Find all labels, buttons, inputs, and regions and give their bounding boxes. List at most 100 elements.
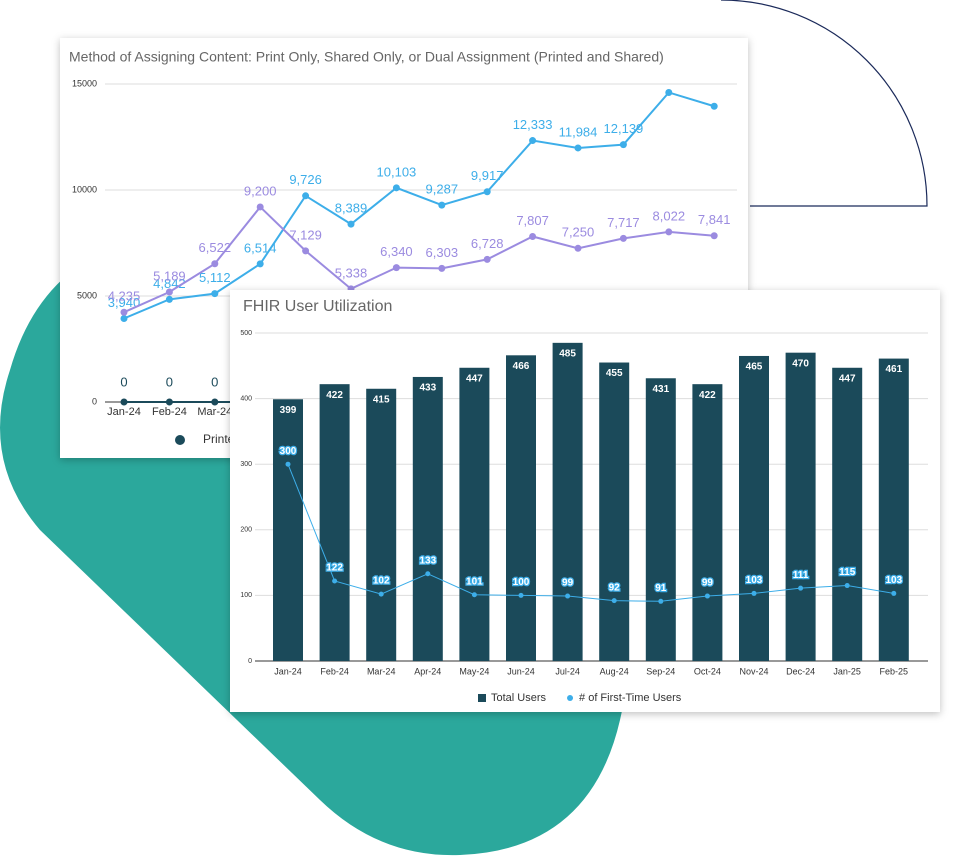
bar [785, 352, 816, 661]
point [211, 290, 219, 298]
x-tick-label: Feb-25 [880, 666, 909, 676]
y-tick-label: 400 [240, 395, 252, 402]
y-tick-label: 0 [92, 396, 97, 406]
x-tick-label: Jan-25 [833, 666, 861, 676]
point [438, 201, 446, 209]
point [518, 592, 524, 598]
line [123, 205, 715, 314]
point [658, 598, 664, 604]
point [165, 288, 173, 296]
data-label: 103 [885, 575, 902, 586]
x-tick-label: Mar-24 [367, 666, 396, 676]
data-label: 133 [419, 555, 436, 566]
data-label: 7,717 [607, 215, 640, 230]
bar [366, 388, 397, 661]
point [704, 593, 710, 599]
point [710, 232, 718, 240]
data-label: 91 [655, 583, 667, 594]
point [751, 590, 757, 596]
chart-title: Method of Assigning Content: Print Only,… [69, 49, 664, 65]
data-label: 6,728 [471, 236, 504, 251]
bar [645, 378, 676, 661]
data-label: 5,112 [199, 270, 231, 285]
x-tick-label: May-24 [459, 666, 489, 676]
bar-label: 422 [326, 390, 343, 401]
point [120, 398, 128, 406]
point [665, 228, 673, 236]
point [665, 88, 673, 96]
point [302, 247, 310, 255]
bar [319, 384, 350, 661]
point [211, 260, 219, 268]
bar [878, 358, 909, 661]
data-label: 7,250 [562, 225, 595, 240]
point [392, 184, 400, 192]
point [378, 591, 384, 597]
bar [692, 384, 723, 661]
data-label: 300 [280, 446, 297, 457]
point [256, 203, 264, 211]
data-label: 12,139 [604, 121, 644, 136]
bar [459, 367, 490, 661]
point [619, 234, 627, 242]
x-tick-label: Jun-24 [507, 666, 535, 676]
data-label: 7,129 [289, 227, 322, 242]
x-tick-label: Oct-24 [694, 666, 721, 676]
point [165, 398, 173, 406]
data-label: 9,287 [426, 182, 459, 197]
data-label: 99 [702, 578, 714, 589]
data-label: 5,189 [153, 268, 186, 283]
data-label: 99 [562, 578, 574, 589]
data-label: 115 [839, 567, 856, 578]
data-label: 0 [166, 374, 173, 389]
y-tick-label: 500 [240, 330, 252, 337]
point [574, 244, 582, 252]
bar-label: 447 [466, 373, 483, 384]
data-label: 100 [513, 577, 530, 588]
point [529, 137, 537, 145]
x-tick-label: Nov-24 [739, 666, 768, 676]
x-tick-label: Aug-24 [600, 666, 629, 676]
bar-label: 431 [652, 384, 669, 395]
background-arc [720, 0, 928, 207]
line [123, 91, 715, 320]
data-label: 9,726 [289, 172, 322, 187]
data-label: 6,522 [199, 240, 232, 255]
bar-label: 470 [792, 358, 809, 369]
x-tick-label: Jan-24 [274, 666, 302, 676]
data-label: 3,940 [108, 295, 141, 310]
data-label: 92 [609, 582, 621, 593]
point [425, 571, 431, 577]
y-tick-label: 10000 [72, 184, 97, 194]
point [438, 264, 446, 272]
data-label: 4,235 [108, 289, 141, 304]
card-2: FHIR User Utilization 0 100 200 300 400 500 Ja… [230, 290, 940, 712]
legend-swatch [175, 435, 185, 445]
data-label: 103 [746, 575, 763, 586]
point [574, 144, 582, 152]
point [565, 593, 571, 599]
point [256, 260, 264, 268]
point [483, 188, 491, 196]
point [471, 592, 477, 598]
bar-label: 422 [699, 390, 716, 401]
legend-swatch [567, 695, 574, 701]
bar-label: 465 [746, 362, 763, 373]
data-label: 101 [466, 576, 483, 587]
bar-label: 433 [419, 383, 436, 394]
y-tick-label: 100 [240, 592, 252, 599]
point [285, 461, 291, 467]
data-label: 111 [793, 570, 809, 581]
data-label: 5,338 [335, 265, 368, 280]
x-tick-label: Jan-24 [107, 406, 141, 418]
x-tick-label: Feb-24 [320, 666, 349, 676]
point [165, 295, 173, 303]
bar-label: 447 [839, 373, 856, 384]
bar [412, 376, 443, 661]
point [529, 232, 537, 240]
legend-swatch [478, 694, 486, 702]
y-tick-label: 0 [248, 658, 252, 665]
data-label: 11,984 [559, 124, 598, 139]
data-label: 102 [373, 576, 390, 587]
